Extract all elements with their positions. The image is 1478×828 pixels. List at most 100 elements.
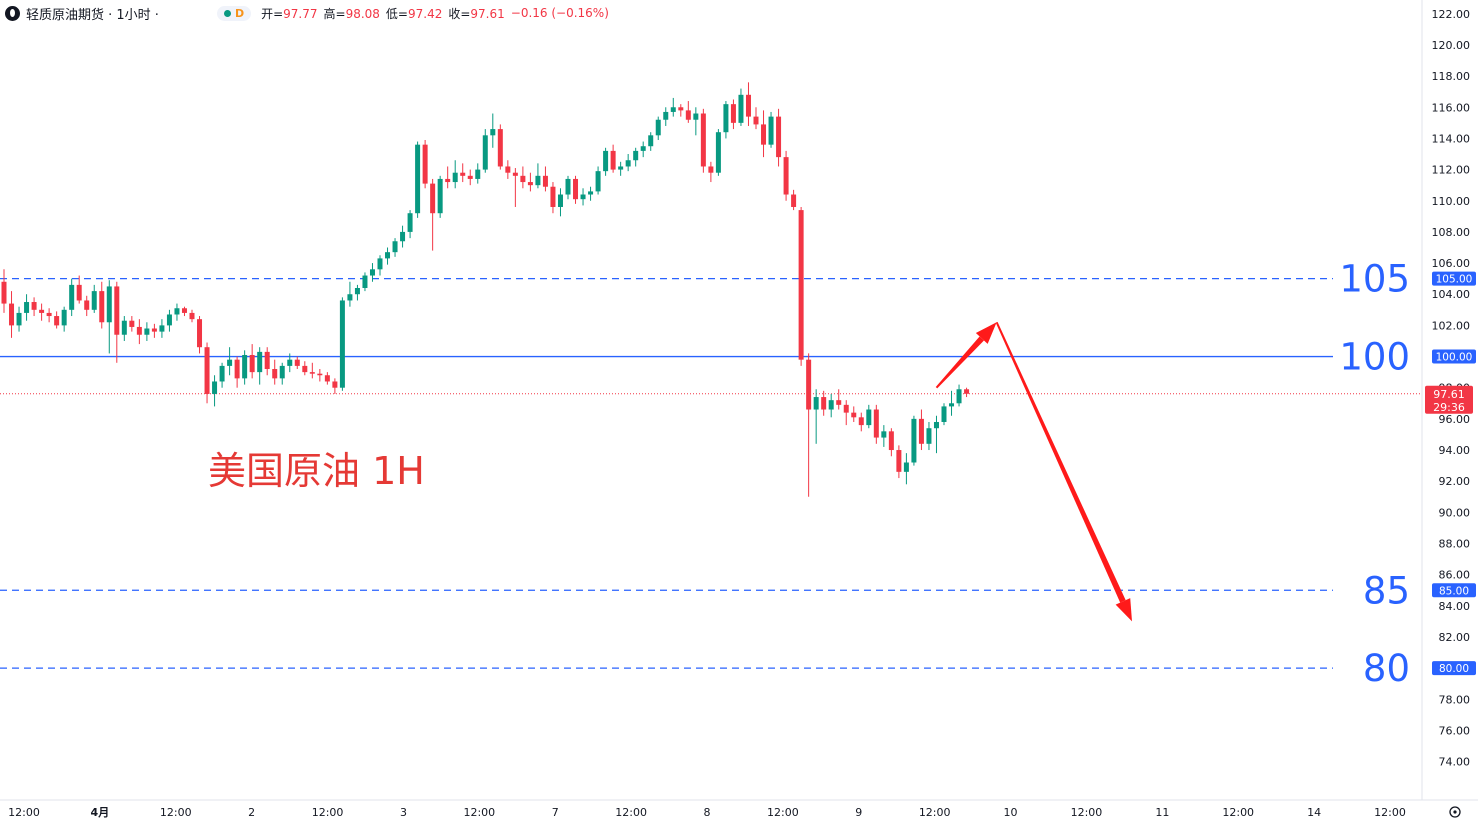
- candle-body: [806, 359, 812, 410]
- x-tick-label: 12:00: [1374, 806, 1406, 819]
- candle-body: [813, 397, 819, 410]
- candle-body: [896, 450, 902, 472]
- candle: [881, 425, 887, 447]
- candle-body: [377, 258, 383, 270]
- candle: [768, 111, 774, 148]
- candle-body: [460, 172, 466, 176]
- candle-body: [1, 281, 7, 304]
- candle: [926, 421, 932, 451]
- candle: [738, 88, 744, 126]
- time-axis[interactable]: 12:00 4月 12:00 2 12:00 3 12:00 7 12:00 8 12:00 9 12:…: [8, 806, 1461, 819]
- candle-body: [99, 291, 105, 323]
- gridlines: [0, 0, 1478, 801]
- candle: [542, 166, 548, 192]
- candle: [347, 281, 353, 307]
- candle-body: [535, 175, 541, 186]
- candle-body: [520, 175, 526, 183]
- candle-body: [76, 284, 82, 301]
- candle: [445, 166, 451, 189]
- level-label-85: 85: [1363, 569, 1410, 612]
- candle-body: [866, 409, 872, 426]
- candle: [166, 309, 172, 332]
- market-status-badge[interactable]: D: [216, 5, 252, 21]
- candle-body: [497, 129, 503, 167]
- candle-body: [392, 241, 398, 253]
- candle: [76, 275, 82, 304]
- candle: [400, 225, 406, 248]
- market-open-dot-icon: [223, 9, 231, 17]
- candle-body: [129, 320, 135, 327]
- candle: [761, 110, 767, 158]
- symbol-title[interactable]: 轻质原油期货 · 1小时 ·: [26, 7, 159, 23]
- candle: [625, 154, 631, 172]
- candle: [324, 372, 330, 385]
- candle-body: [287, 359, 293, 366]
- candle-body: [956, 389, 962, 404]
- high-value: 高=98.08: [323, 6, 380, 21]
- candle-body: [648, 135, 654, 147]
- low-value: 低=97.42: [385, 6, 443, 21]
- y-tick-label: 90.00: [1439, 506, 1471, 519]
- candle: [159, 319, 165, 338]
- candle: [264, 347, 270, 376]
- candle: [663, 107, 669, 126]
- x-tick-label: 11: [1155, 806, 1169, 819]
- price-axis[interactable]: 122.00 120.00 118.00 116.00 114.00 112.00 110.…: [1425, 8, 1476, 769]
- candle: [189, 309, 195, 323]
- candle: [332, 378, 338, 394]
- candle-body: [234, 359, 240, 379]
- candle-body: [783, 157, 789, 195]
- candle-body: [633, 150, 639, 161]
- level-label-100: 100: [1339, 336, 1410, 379]
- candle: [753, 107, 759, 130]
- candle-body: [227, 359, 233, 366]
- candle-body: [588, 191, 594, 195]
- candle-body: [858, 417, 864, 426]
- open-value: 开=97.77: [261, 6, 318, 21]
- candle: [715, 129, 721, 176]
- candle-body: [851, 412, 857, 418]
- x-tick-label: 12:00: [312, 806, 344, 819]
- candle: [573, 175, 579, 204]
- y-tick-label: 116.00: [1432, 101, 1471, 114]
- candle: [415, 141, 421, 218]
- candle-body: [964, 389, 970, 394]
- candle: [84, 295, 90, 317]
- candle: [377, 255, 383, 276]
- candle: [550, 182, 556, 214]
- candle-body: [324, 375, 330, 382]
- projection-arrows: [935, 321, 1132, 622]
- candle: [851, 406, 857, 422]
- candle: [385, 247, 391, 265]
- candle: [302, 361, 308, 376]
- candle-body: [595, 171, 601, 192]
- x-tick-label: 12:00: [767, 806, 799, 819]
- candle-body: [302, 365, 308, 373]
- y-tick-label: 108.00: [1432, 226, 1471, 239]
- candle-body: [106, 286, 112, 323]
- candle-body: [640, 146, 646, 151]
- candle: [896, 445, 902, 479]
- candle-body: [821, 397, 827, 410]
- settings-gear-icon[interactable]: [1449, 806, 1461, 818]
- candle: [618, 161, 624, 176]
- candle-body: [490, 129, 496, 136]
- candle: [670, 97, 676, 117]
- level-axis-label-105: 105.00: [1436, 274, 1473, 286]
- candle-body: [542, 175, 548, 187]
- candle: [91, 284, 97, 313]
- y-tick-label: 96.00: [1439, 413, 1471, 426]
- candle: [836, 389, 842, 410]
- candle-body: [24, 302, 30, 313]
- x-tick-label: 14: [1307, 806, 1321, 819]
- candle: [633, 147, 639, 167]
- candle: [828, 393, 834, 418]
- level-axis-badge: [1432, 271, 1476, 286]
- candle: [482, 129, 488, 173]
- candle-body: [836, 400, 842, 405]
- candle: [949, 390, 955, 416]
- candle: [219, 362, 225, 388]
- candle: [610, 144, 616, 173]
- candle-body: [385, 252, 391, 259]
